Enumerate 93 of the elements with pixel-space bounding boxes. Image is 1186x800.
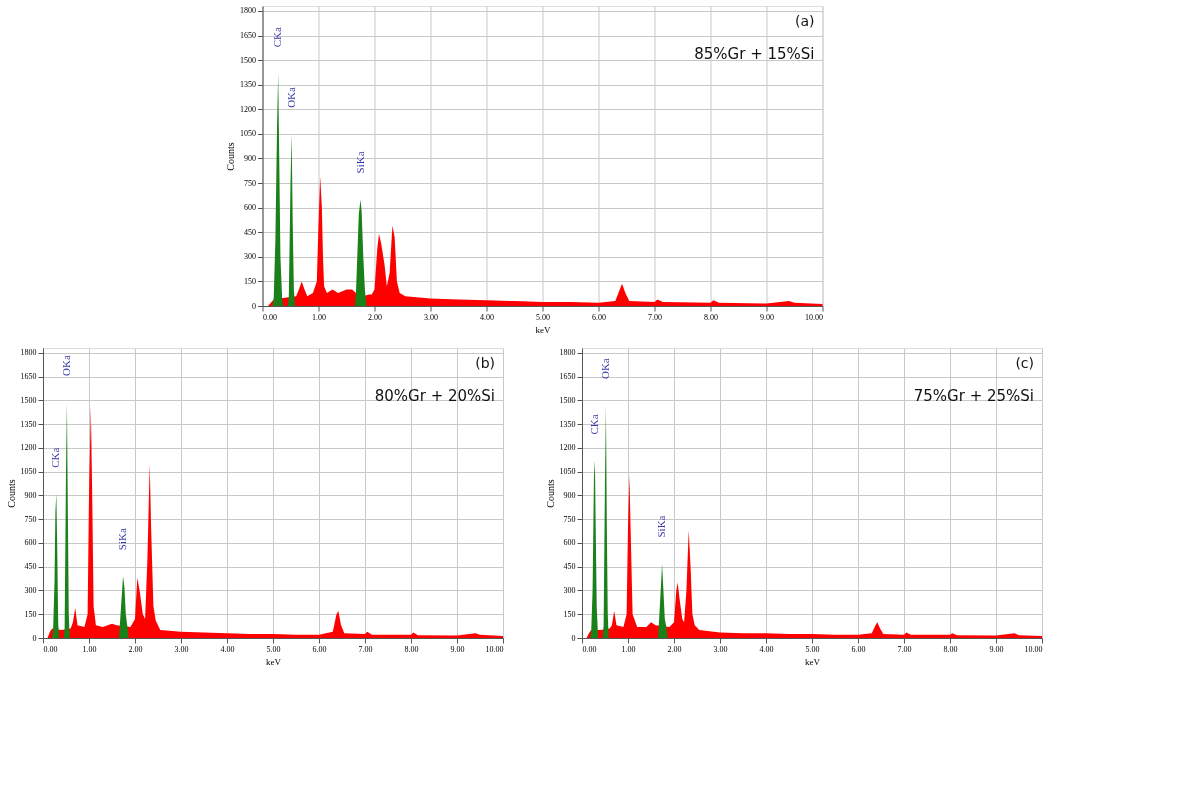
y-tick-label: 0 <box>571 633 576 643</box>
x-tick-label: 6.00 <box>592 312 606 322</box>
x-tick-label: 3.00 <box>424 312 438 322</box>
annotation: CKa <box>587 414 600 435</box>
y-tick-label: 0 <box>32 633 37 643</box>
y-tick-label: 1650 <box>20 372 37 382</box>
y-tick-label: 1200 <box>240 104 256 114</box>
x-tick-label: 8.00 <box>404 644 419 654</box>
y-tick-label: 1650 <box>559 372 576 382</box>
y-tick-label: 1500 <box>20 395 37 405</box>
y-tick-label: 1200 <box>20 443 37 453</box>
x-tick-label: 5.00 <box>266 644 281 654</box>
y-tick-label: 900 <box>244 153 256 163</box>
x-tick-label: 9.00 <box>760 312 774 322</box>
x-tick-label: 1.00 <box>312 312 326 322</box>
x-tick-label: 1.00 <box>82 644 97 654</box>
y-tick-label: 150 <box>24 609 37 619</box>
y-tick-label: 1350 <box>559 419 576 429</box>
annotation: SiKa <box>353 151 366 174</box>
y-tick-label: 300 <box>24 585 37 595</box>
x-tick-label: 10.00 <box>1024 644 1043 654</box>
annotation: OKa <box>59 354 72 376</box>
y-tick-label: 600 <box>563 538 576 548</box>
x-tick-label: 9.00 <box>989 644 1004 654</box>
y-tick-label: 750 <box>244 178 256 188</box>
y-tick-label: 1500 <box>559 395 576 405</box>
y-axis-title: Counts <box>544 479 556 508</box>
annotation: (b) <box>475 355 495 371</box>
annotation: (a) <box>794 13 815 29</box>
x-tick-label: 7.00 <box>897 644 912 654</box>
y-tick-label: 1650 <box>240 31 256 41</box>
y-tick-label: 600 <box>244 203 256 213</box>
y-tick-label: 600 <box>24 538 37 548</box>
x-tick-label: 3.00 <box>174 644 189 654</box>
x-tick-label: 4.00 <box>220 644 235 654</box>
x-tick-label: 7.00 <box>358 644 373 654</box>
annotation: 75%Gr + 25%Si <box>913 387 1034 405</box>
x-tick-label: 2.00 <box>128 644 143 654</box>
annotation: 80%Gr + 20%Si <box>374 387 495 405</box>
x-tick-label: 6.00 <box>312 644 327 654</box>
annotation: OKa <box>598 358 611 380</box>
x-tick-label: 9.00 <box>450 644 465 654</box>
y-tick-label: 300 <box>244 252 256 262</box>
x-tick-label: 2.00 <box>667 644 682 654</box>
annotation: CKa <box>49 447 62 468</box>
y-axis-title: Counts <box>225 142 236 171</box>
y-tick-label: 1350 <box>20 419 37 429</box>
x-tick-label: 0.00 <box>43 644 58 654</box>
y-tick-label: 1050 <box>559 467 576 477</box>
x-tick-label: 10.00 <box>805 312 823 322</box>
x-tick-label: 8.00 <box>704 312 718 322</box>
x-tick-label: 8.00 <box>943 644 958 654</box>
y-tick-label: 0 <box>252 301 256 311</box>
y-tick-label: 450 <box>24 562 37 572</box>
x-tick-label: 4.00 <box>759 644 774 654</box>
annotation: CKa <box>271 26 284 48</box>
x-tick-label: 4.00 <box>480 312 494 322</box>
y-tick-label: 450 <box>244 227 256 237</box>
x-tick-label: 1.00 <box>621 644 636 654</box>
x-tick-label: 0.00 <box>582 644 597 654</box>
y-tick-label: 450 <box>563 562 576 572</box>
y-tick-label: 900 <box>24 490 37 500</box>
x-tick-label: 10.00 <box>485 644 504 654</box>
y-tick-label: 750 <box>24 514 37 524</box>
y-tick-label: 1500 <box>240 55 256 65</box>
y-tick-label: 150 <box>244 276 256 286</box>
y-tick-label: 1200 <box>559 443 576 453</box>
x-tick-label: 5.00 <box>805 644 820 654</box>
y-tick-label: 1800 <box>240 6 256 16</box>
annotation: SiKa <box>116 528 129 551</box>
x-tick-label: 6.00 <box>851 644 866 654</box>
y-tick-label: 750 <box>563 514 576 524</box>
y-tick-label: 1350 <box>240 80 256 90</box>
x-axis-title: keV <box>266 656 282 667</box>
annotation: SiKa <box>655 515 668 538</box>
x-tick-label: 5.00 <box>536 312 550 322</box>
y-tick-label: 1050 <box>20 467 37 477</box>
y-tick-label: 150 <box>563 609 576 619</box>
y-tick-label: 1050 <box>240 129 256 139</box>
y-tick-label: 900 <box>563 490 576 500</box>
x-tick-label: 7.00 <box>648 312 662 322</box>
x-tick-label: 3.00 <box>713 644 728 654</box>
y-tick-label: 1800 <box>20 348 37 358</box>
x-axis-title: keV <box>535 324 551 335</box>
x-axis-title: keV <box>805 656 821 667</box>
x-tick-label: 2.00 <box>368 312 382 322</box>
annotation: 85%Gr + 15%Si <box>694 45 815 63</box>
y-tick-label: 300 <box>563 585 576 595</box>
annotation: OKa <box>284 86 297 108</box>
x-tick-label: 0.00 <box>263 312 277 322</box>
y-tick-label: 1800 <box>559 348 576 358</box>
y-axis-title: Counts <box>5 479 17 508</box>
annotation: (c) <box>1015 355 1034 371</box>
